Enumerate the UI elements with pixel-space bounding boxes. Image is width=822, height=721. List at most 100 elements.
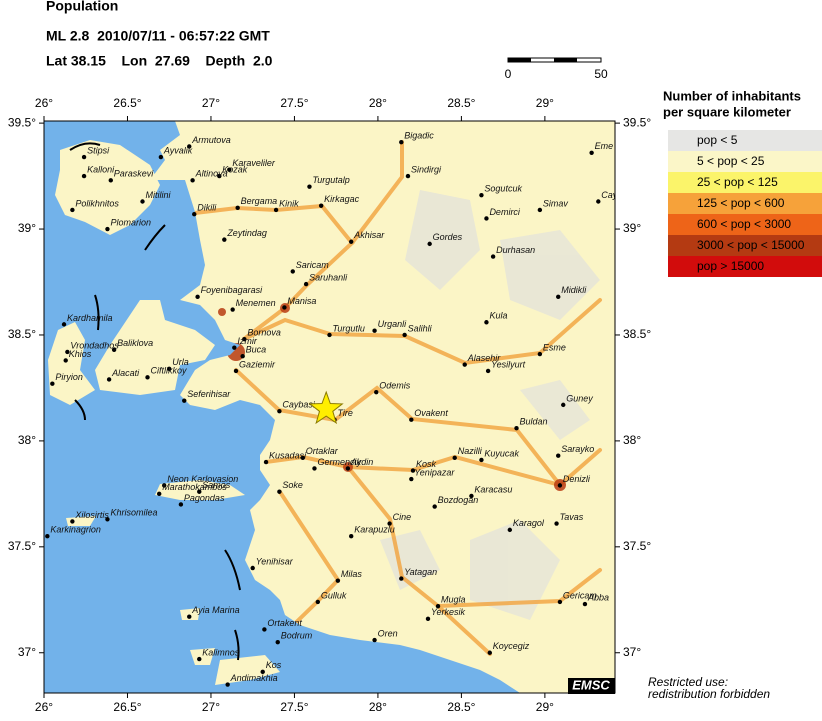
legend-swatch (668, 214, 822, 235)
place-label: Saruhanli (309, 273, 348, 283)
axis-ticks: 26° 26° 26.5° 26.5° 27° 27° 27.5° 27.5° 28° 28° 28… (8, 96, 652, 714)
place-label: Bornova (247, 328, 281, 338)
place-label: Plomarion (110, 217, 151, 227)
place-label: Piryion (55, 372, 83, 382)
place-label: Yatagan (404, 567, 437, 577)
y-tick-label: 39° (623, 221, 641, 235)
place-dot (596, 199, 601, 204)
islands (48, 140, 280, 685)
place-dot (140, 199, 145, 204)
place-label: Pagondas (184, 493, 225, 503)
place-label: Soke (282, 480, 303, 490)
place-label: Gulluk (321, 590, 347, 600)
place-label: Yenipazar (414, 467, 455, 477)
place-dot (484, 216, 489, 221)
place-label: Turgutalp (312, 175, 349, 185)
place-dot (145, 375, 150, 380)
legend-swatch (668, 235, 822, 256)
place-label: Altinova (195, 169, 228, 179)
place-label: Stipsi (87, 145, 110, 155)
place-label: Mitilini (146, 190, 172, 200)
place-dot (409, 417, 414, 422)
place-dot (374, 389, 379, 395)
place-dot (399, 576, 404, 581)
legend-label: 3000 < pop < 15000 (697, 238, 805, 252)
place-dot (195, 294, 200, 300)
place-dot (312, 466, 317, 471)
place-dot (537, 351, 543, 357)
place-dot (240, 353, 245, 359)
place-label: Kardhamila (67, 313, 113, 323)
place-dot (399, 139, 404, 145)
x-tick-label: 27° (202, 96, 220, 110)
place-dot (222, 237, 227, 242)
legend-swatch (668, 151, 822, 172)
place-label: Cayo (601, 190, 622, 200)
legend-label: 600 < pop < 3000 (697, 217, 791, 231)
place-dot (277, 409, 282, 414)
badge: EMSC (572, 677, 610, 692)
place-dot (106, 377, 112, 382)
place-label: Ortaklar (306, 446, 339, 456)
place-dot (303, 281, 309, 287)
place-dot (233, 368, 239, 374)
place-label: Zeytindag (226, 228, 267, 238)
place-dot (372, 637, 377, 643)
y-tick-label: 39° (18, 221, 36, 235)
place-label: Saricam (296, 260, 330, 270)
place-dot (81, 173, 87, 179)
place-dot (557, 599, 563, 605)
place-label: Tire (338, 408, 353, 418)
place-label: Izmir (237, 336, 257, 346)
place-label: Koycegiz (493, 641, 530, 651)
place-dot (402, 332, 407, 338)
place-dot (405, 173, 411, 179)
place-label: Aydin (350, 457, 373, 467)
y-tick-label: 38° (18, 433, 36, 447)
place-label: Kozak (222, 164, 248, 174)
place-dot (262, 627, 267, 632)
place-label: Manisa (287, 296, 316, 306)
place-label: Ovakent (414, 408, 448, 418)
place-label: Kula (489, 311, 507, 321)
place-dot (227, 167, 232, 172)
place-label: Karacasu (474, 484, 512, 494)
place-label: Seferihisar (187, 389, 231, 399)
x-tick-label: 27.5° (280, 700, 308, 714)
legend-label: 125 < pop < 600 (697, 196, 785, 210)
place-label: Denizli (563, 474, 591, 484)
place-label: Eme (595, 141, 614, 151)
location-info: Lat 38.15 Lon 27.69 Depth 2.0 (46, 53, 273, 69)
legend-swatch (668, 172, 822, 193)
place-dot (105, 517, 110, 522)
legend-label: 25 < pop < 125 (697, 175, 778, 189)
x-tick-label: 26.5° (113, 96, 141, 110)
x-tick-label: 29° (536, 96, 554, 110)
place-dot (410, 468, 416, 473)
place-label: Gaziemir (239, 359, 276, 369)
place-label: Sarayko (561, 444, 594, 454)
place-label: Urla (172, 357, 189, 367)
note: Restricted use: (648, 675, 728, 689)
place-label: Kusadasi (269, 450, 307, 460)
place-label: Yesilyurt (491, 359, 526, 369)
legend-swatch (668, 256, 822, 277)
place-dot (158, 154, 164, 160)
place-dot (372, 328, 377, 333)
x-tick-label: 29° (536, 700, 554, 714)
x-tick-label: 27.5° (280, 96, 308, 110)
place-dot (582, 601, 588, 607)
place-dot (315, 599, 321, 605)
place-label: Khios (69, 349, 92, 359)
place-dot (192, 212, 197, 217)
title: Population (46, 0, 118, 14)
place-dot (108, 178, 113, 183)
x-tick-label: 26.5° (113, 700, 141, 714)
place-label: Buldan (519, 417, 547, 427)
x-tick-label: 27° (202, 700, 220, 714)
place-label: Karaveliler (232, 158, 276, 168)
place-dot (435, 603, 441, 609)
place-label: Bozdogan (438, 495, 479, 505)
place-label: Andimakhia (230, 673, 278, 683)
